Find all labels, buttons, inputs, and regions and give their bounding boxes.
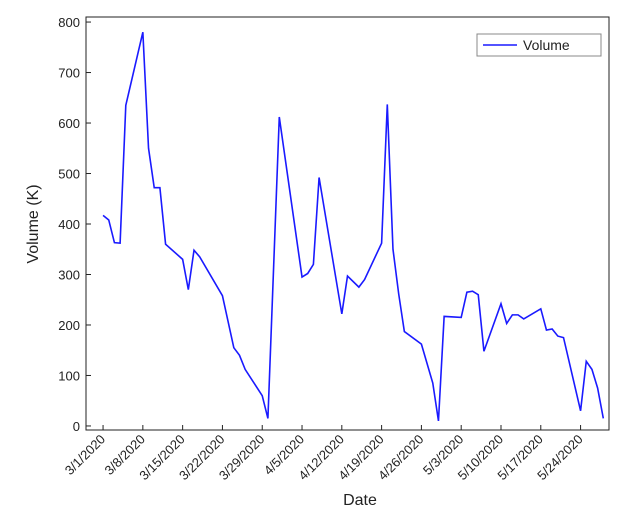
y-tick-label: 700 — [58, 66, 80, 81]
legend-box — [476, 33, 602, 57]
y-tick-label: 100 — [58, 368, 80, 383]
legend: Volume — [476, 33, 602, 57]
y-tick-label: 500 — [58, 167, 80, 182]
y-axis-label: Volume (K) — [25, 184, 42, 263]
legend-label: Volume — [523, 37, 570, 53]
x-axis-label: Date — [343, 492, 377, 509]
y-tick-label: 300 — [58, 267, 80, 282]
y-tick-label: 400 — [58, 217, 80, 232]
y-tick-label: 0 — [73, 419, 80, 434]
y-tick-label: 800 — [58, 15, 80, 30]
data-line — [102, 31, 605, 422]
y-tick-label: 600 — [58, 116, 80, 131]
plot-frame — [85, 16, 610, 431]
y-tick-label: 200 — [58, 318, 80, 333]
